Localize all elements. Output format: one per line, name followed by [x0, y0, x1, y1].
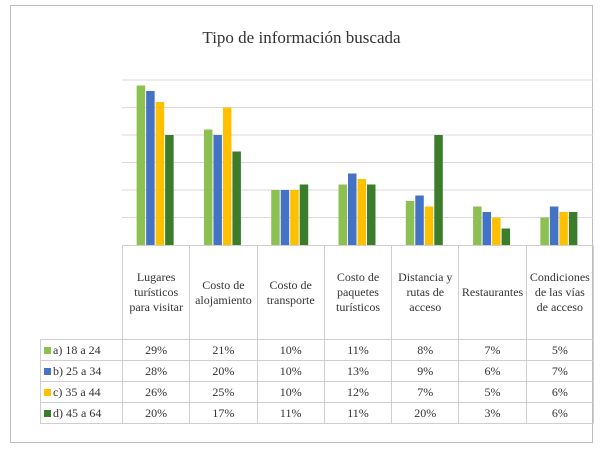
legend-swatch — [44, 409, 51, 417]
value-label: 10% — [256, 360, 325, 382]
bar — [222, 107, 232, 245]
value-label: 6% — [525, 381, 594, 403]
value-label: 7% — [458, 339, 527, 361]
bar — [367, 184, 376, 245]
header-row: Lugares turísticos para visitar Costo de … — [40, 245, 594, 340]
category-label: Condiciones de las vías de acceso — [525, 245, 594, 340]
bar — [540, 217, 549, 245]
value-label: 5% — [525, 339, 594, 361]
bar — [415, 195, 424, 245]
bar — [155, 102, 165, 245]
bar — [299, 184, 309, 245]
bar — [568, 212, 578, 245]
bar — [434, 135, 443, 245]
bar — [559, 212, 568, 245]
bar — [203, 129, 213, 245]
bar — [213, 135, 222, 245]
bar — [165, 135, 174, 245]
legend-entry: a) 18 a 24 — [40, 339, 123, 361]
value-label: 3% — [458, 402, 527, 424]
bar — [280, 190, 290, 245]
category-label: Lugares turísticos para visitar — [121, 245, 191, 340]
legend-entry: c) 35 a 44 — [40, 381, 123, 403]
legend-swatch — [44, 367, 51, 375]
value-label: 26% — [121, 381, 191, 403]
bar — [136, 85, 146, 245]
value-label: 5% — [458, 381, 527, 403]
blank-cell — [40, 245, 123, 340]
data-table: Lugares turísticos para visitar Costo de … — [40, 245, 594, 424]
value-label: 12% — [323, 381, 393, 403]
bar — [338, 184, 347, 245]
value-label: 9% — [391, 360, 460, 382]
value-label: 10% — [256, 339, 325, 361]
legend-label: b) 25 a 34 — [53, 363, 102, 378]
bar — [357, 179, 366, 245]
value-label: 17% — [189, 402, 258, 424]
chart-title: Tipo de información buscada — [202, 28, 401, 47]
category-label: Costo de paquetes turísticos — [323, 245, 393, 340]
data-row: b) 25 a 34 28% 20% 10% 13% 9% 6% 7% — [40, 360, 594, 382]
data-row: d) 45 a 64 20% 17% 11% 11% 20% 3% 6% — [40, 402, 594, 424]
bar — [232, 151, 241, 245]
bar — [146, 91, 155, 245]
chart-frame — [10, 5, 593, 443]
value-label: 29% — [121, 339, 191, 361]
value-label: 7% — [525, 360, 594, 382]
value-label: 6% — [525, 402, 594, 424]
bar — [473, 206, 482, 245]
value-label: 11% — [323, 339, 393, 361]
legend-swatch — [44, 388, 51, 396]
bar — [492, 217, 501, 245]
category-label: Restaurantes — [458, 245, 527, 340]
legend-swatch — [44, 346, 51, 354]
bar — [348, 173, 357, 245]
data-row: c) 35 a 44 26% 25% 10% 12% 7% 5% 6% — [40, 381, 594, 403]
value-label: 8% — [391, 339, 460, 361]
bar — [501, 228, 511, 245]
legend-label: a) 18 a 24 — [53, 342, 101, 357]
bar — [549, 206, 559, 245]
value-label: 11% — [256, 402, 325, 424]
value-label: 13% — [323, 360, 393, 382]
value-label: 10% — [256, 381, 325, 403]
value-label: 25% — [189, 381, 258, 403]
value-label: 20% — [391, 402, 460, 424]
bar — [405, 201, 415, 245]
category-label: Costo de transporte — [256, 245, 325, 340]
value-label: 21% — [189, 339, 258, 361]
value-label: 20% — [189, 360, 258, 382]
value-label: 6% — [458, 360, 527, 382]
bar — [424, 206, 434, 245]
legend-entry: d) 45 a 64 — [40, 402, 123, 424]
category-label: Distancia y rutas de acceso — [391, 245, 460, 340]
legend-label: d) 45 a 64 — [53, 405, 102, 420]
value-label: 7% — [391, 381, 460, 403]
bar — [290, 190, 299, 245]
bar — [271, 190, 280, 245]
legend-entry: b) 25 a 34 — [40, 360, 123, 382]
category-label: Costo de alojamiento — [189, 245, 258, 340]
bar — [482, 212, 492, 245]
value-label: 11% — [323, 402, 393, 424]
legend-label: c) 35 a 44 — [53, 384, 101, 399]
value-label: 20% — [121, 402, 191, 424]
value-label: 28% — [121, 360, 191, 382]
data-row: a) 18 a 24 29% 21% 10% 11% 8% 7% 5% — [40, 339, 594, 361]
